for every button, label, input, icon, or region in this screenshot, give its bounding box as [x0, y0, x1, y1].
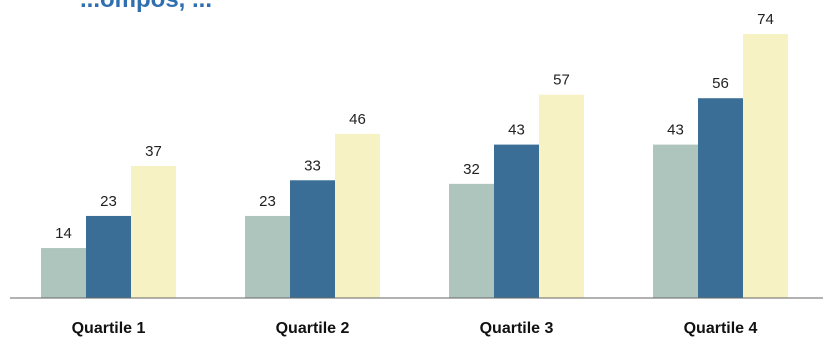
bar-1-1	[41, 248, 86, 298]
value-label-2-3: 46	[349, 111, 366, 128]
bar-2-3	[335, 133, 380, 298]
value-label-1-3: 37	[145, 143, 162, 160]
bar-2-1	[245, 215, 290, 298]
bar-1-2	[86, 215, 131, 298]
value-labels-group: 14 23 37 23 33 46 32 43 57 43 56 74	[55, 11, 774, 242]
value-label-4-3: 74	[757, 11, 774, 28]
category-label-1: Quartile 1	[72, 320, 146, 337]
bar-1-3	[131, 166, 176, 298]
value-label-2-2: 33	[304, 157, 321, 174]
value-label-2-1: 23	[259, 193, 276, 210]
category-labels-group: Quartile 1 Quartile 2 Quartile 3 Quartile 4	[72, 320, 758, 337]
bar-2-2	[290, 180, 335, 298]
value-label-3-2: 43	[508, 122, 525, 139]
category-label-3: Quartile 3	[480, 320, 554, 337]
bar-3-1	[449, 183, 494, 298]
category-label-2: Quartile 2	[276, 320, 350, 337]
bar-4-2	[698, 98, 743, 298]
chart-title: ...ompos, ...	[80, 0, 212, 14]
value-label-1-1: 14	[55, 225, 72, 242]
value-label-3-3: 57	[553, 72, 570, 89]
value-label-3-1: 32	[463, 161, 480, 178]
category-label-4: Quartile 4	[684, 320, 758, 337]
value-label-1-2: 23	[100, 193, 117, 210]
bars-group	[41, 34, 788, 298]
bar-4-1	[653, 144, 698, 298]
value-label-4-1: 43	[667, 122, 684, 139]
value-label-4-2: 56	[712, 75, 729, 92]
bar-3-2	[494, 144, 539, 298]
bar-4-3	[743, 34, 788, 298]
bar-3-3	[539, 94, 584, 298]
